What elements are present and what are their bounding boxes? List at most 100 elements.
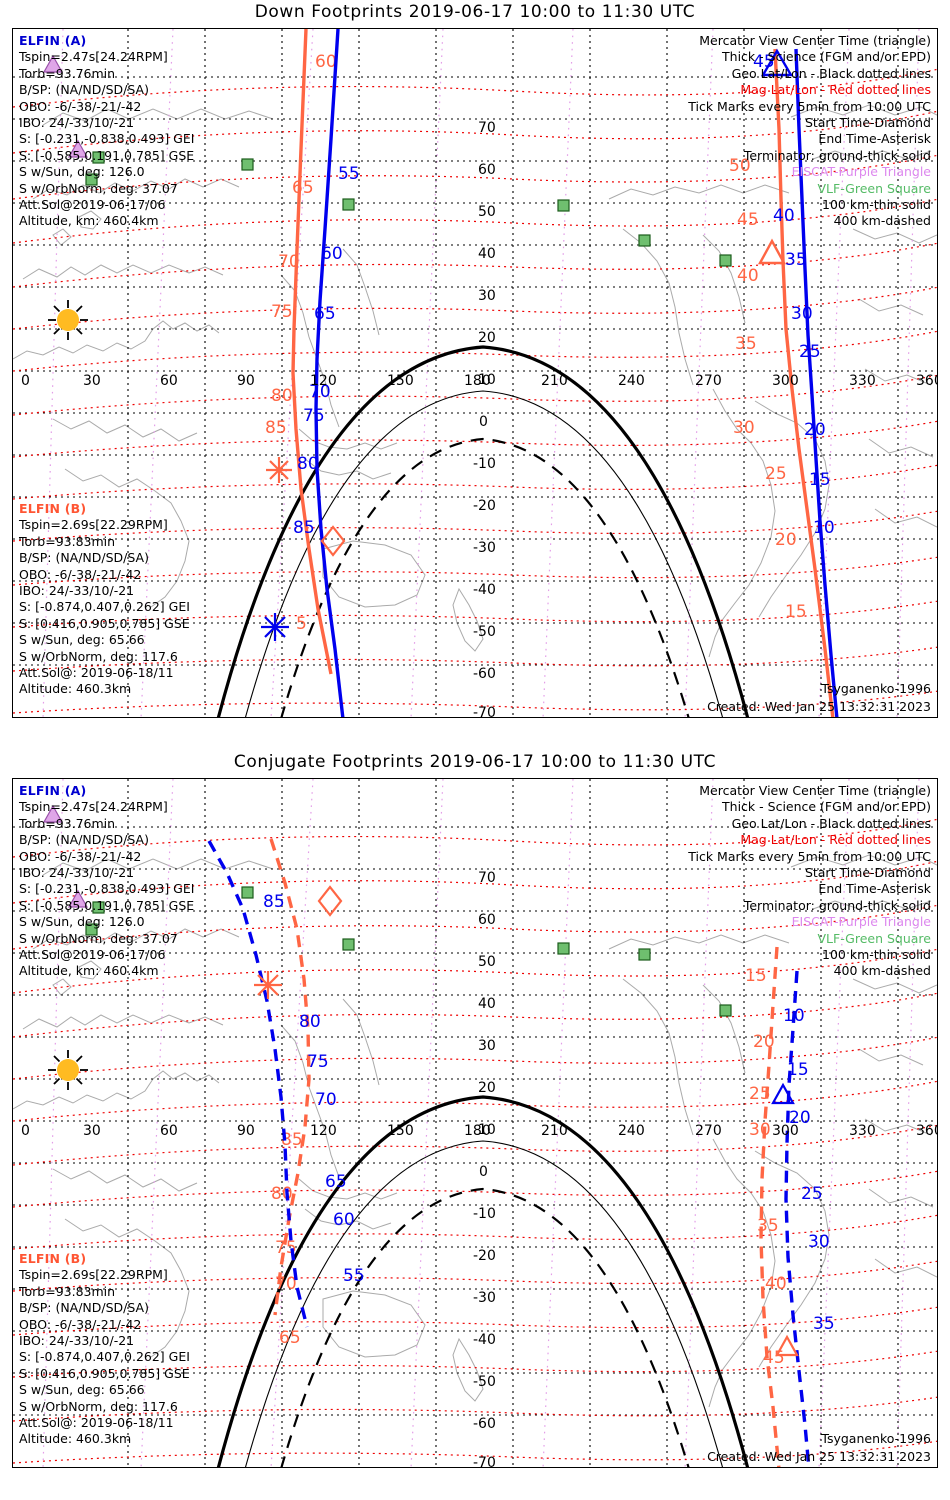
probe-b-line: OBO: -6/-38/-21/-42 [19, 1316, 142, 1332]
tick-label: 5 [296, 614, 307, 634]
legend-item: Terminator: ground-thick solid [743, 147, 931, 163]
model-label-conjugate: Tsyganenko-1996 [821, 1431, 931, 1446]
geo-grid [13, 29, 937, 717]
tick-label: 65 [292, 178, 314, 198]
probe-a-line: S: [-0.585,0.191,0.785] GSE [19, 147, 195, 163]
legend-item: End Time-Asterisk [818, 131, 931, 147]
tick-label: 15 [745, 966, 767, 986]
vlf-station [557, 942, 570, 955]
lat-tick: -10 [473, 1206, 496, 1222]
mag-lon-lines [42, 29, 920, 717]
lat-tick: 20 [478, 1080, 496, 1096]
probe-a-line: S w/Sun, deg: 126.0 [19, 914, 145, 930]
lon-tick: 90 [237, 1123, 255, 1139]
lon-tick: 330 [849, 373, 876, 389]
probe-b-line: B/SP: (NA/ND/SD/SA) [19, 550, 149, 566]
lon-tick: 120 [310, 1123, 337, 1139]
map-svg-down: 60 65 70 75 80 85 5 15 20 25 30 35 40 45… [13, 29, 937, 717]
probe-b-line: S w/OrbNorm, deg: 117.6 [19, 648, 178, 664]
probe-a-line: S: [-0.585,0.191,0.785] GSE [19, 897, 195, 913]
tick-label: 45 [763, 1348, 785, 1368]
tick-label: 30 [733, 418, 755, 438]
eiscat-station [67, 889, 89, 908]
probe-b-line: Tspin=2.69s[22.29RPM] [19, 517, 168, 533]
probe-b-info-down: ELFIN (B) Tspin=2.69s[22.29RPM] Torb=93.… [19, 501, 190, 698]
probe-b-line: Torb=93.83min [19, 533, 116, 549]
legend-item: 400 km-dashed [833, 213, 931, 229]
lon-tick: 30 [83, 1123, 101, 1139]
lat-tick: 60 [478, 912, 496, 928]
probe-a-line: S: [-0.231,-0.838,0.493] GEI [19, 881, 195, 897]
tick-label: 25 [765, 464, 787, 484]
probe-a-line: B/SP: (NA/ND/SD/SA) [19, 82, 149, 98]
legend-item: 100 km-thin solid [822, 197, 931, 213]
legend-item: Tick Marks every 5min from 10:00 UTC [688, 848, 931, 864]
probe-a-line: Tspin=2.47s[24.24RPM] [19, 799, 168, 815]
marker-end-asterisk-b [254, 971, 282, 999]
created-label-down: Created: Wed Jan 25 13:32:31 2023 [707, 699, 931, 714]
panel-down-footprints: Down Footprints 2019-06-17 10:00 to 11:3… [12, 2, 938, 718]
probe-a-line: Altitude, km: 460.4km [19, 963, 159, 979]
probe-b-line: OBO: -6/-38/-21/-42 [19, 566, 142, 582]
probe-a-line: Tspin=2.47s[24.24RPM] [19, 49, 168, 65]
lat-tick: -50 [473, 1374, 496, 1390]
terminator-ground [216, 345, 750, 717]
probe-b-header: ELFIN (B) [19, 501, 87, 516]
tick-label: 35 [813, 1314, 835, 1334]
terminator-100km [244, 1140, 724, 1467]
lat-tick: -60 [473, 666, 496, 682]
probe-b-line: S: [0.416,0.905,0.785] GSE [19, 1365, 190, 1381]
tick-label: 60 [315, 52, 337, 72]
legend-item: Tick Marks every 5min from 10:00 UTC [688, 98, 931, 114]
lon-tick: 300 [772, 1123, 799, 1139]
tick-label: 85 [265, 418, 287, 438]
probe-b-line: Tspin=2.69s[22.29RPM] [19, 1267, 168, 1283]
lon-tick: 0 [21, 373, 30, 389]
lat-tick: -60 [473, 1416, 496, 1432]
tick-label: 25 [801, 1184, 823, 1204]
marker-center-triangle-b [775, 1334, 799, 1357]
tick-label: 70 [278, 252, 300, 272]
eiscat-stations [42, 54, 89, 158]
probe-a-info-conjugate: ELFIN (A) Tspin=2.47s[24.24RPM] Torb=93.… [19, 783, 194, 980]
tick-label: 85 [263, 892, 285, 912]
lat-tick: 20 [478, 330, 496, 346]
track-elfin-a-conjugate [207, 840, 811, 1467]
probe-a-line: S w/OrbNorm, deg: 37.07 [19, 180, 178, 196]
tick-label: 45 [753, 52, 775, 72]
map-area-down: 60 65 70 75 80 85 5 15 20 25 30 35 40 45… [12, 28, 938, 718]
legend-item: Start Time-Diamond [804, 865, 931, 881]
tick-label: 70 [315, 1090, 337, 1110]
tick-label: 50 [729, 156, 751, 176]
legend-item: EISCAT-Purple Triangle [791, 164, 931, 180]
lon-tick: 360 [916, 1123, 938, 1139]
lon-tick-labels: 0 30 60 90 120 150 180 210 240 270 300 3… [21, 373, 937, 389]
map-svg-conjugate: 85 80 75 70 65 15 20 25 30 35 40 45 [13, 779, 938, 1467]
legend-conjugate: Mercator View Center Time (triangle) Thi… [688, 783, 931, 980]
lon-tick: 300 [772, 373, 799, 389]
legend-item: Mag Lat/Lon - Red dotted lines [740, 832, 931, 848]
tick-label: 80 [271, 386, 293, 406]
lat-tick: 30 [478, 288, 496, 304]
lat-tick: 10 [478, 372, 496, 388]
vlf-station [638, 948, 651, 961]
tick-label: 20 [789, 1108, 811, 1128]
tick-label: 60 [333, 1210, 355, 1230]
probe-a-line: IBO: 24/-33/10/-21 [19, 865, 135, 881]
legend-down: Mercator View Center Time (triangle) Thi… [688, 33, 931, 230]
probe-b-line: Att.Sol@: 2019-06-18/11 [19, 1415, 174, 1431]
vlf-station [85, 923, 98, 936]
legend-item: Thick - Science (FGM and/or EPD) [722, 799, 931, 815]
vlf-station [342, 938, 355, 951]
probe-a-line: S w/Sun, deg: 126.0 [19, 164, 145, 180]
probe-b-line: IBO: 24/-33/10/-21 [19, 583, 135, 599]
lat-tick: 10 [478, 1122, 496, 1138]
probe-b-line: Torb=93.83min [19, 1283, 116, 1299]
lon-tick: 270 [695, 1123, 722, 1139]
probe-a-line: Att.Sol@2019-06-17/06 [19, 197, 166, 213]
lon-tick: 240 [618, 1123, 645, 1139]
lon-tick: 60 [160, 1123, 178, 1139]
eiscat-station [67, 139, 89, 158]
probe-a-line: Att.Sol@2019-06-17/06 [19, 947, 166, 963]
legend-item: Start Time-Diamond [804, 115, 931, 131]
